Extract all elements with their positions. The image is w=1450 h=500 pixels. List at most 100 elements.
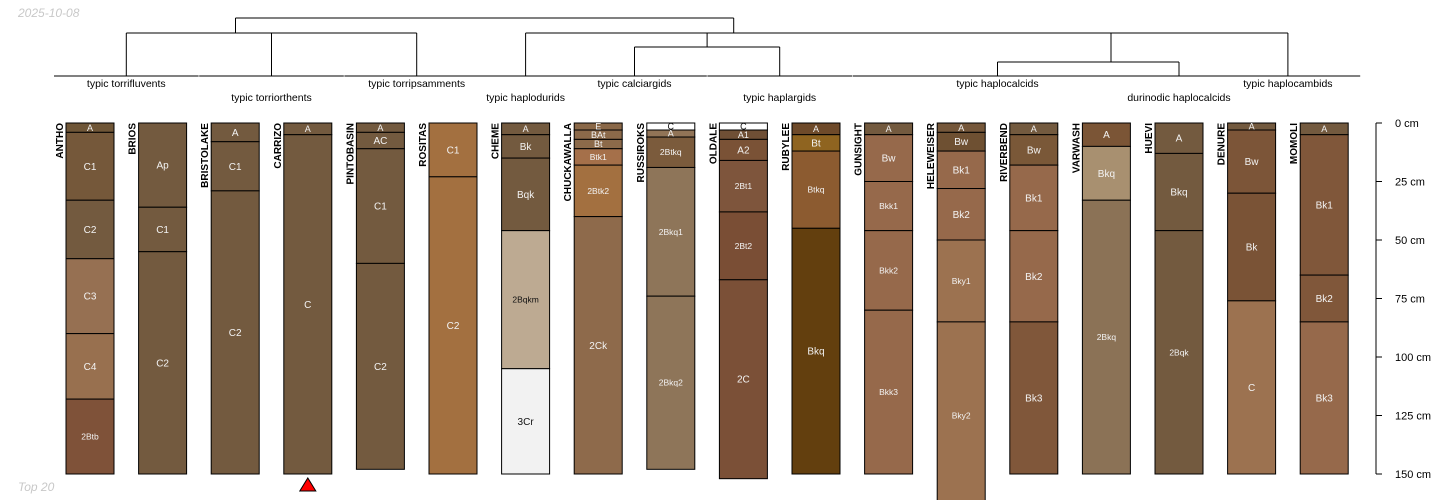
horizon-heleweiser-4 [936, 239, 986, 323]
horizon-label: C2 [156, 358, 169, 369]
horizon-russiroks-4 [646, 295, 696, 470]
horizon-momoli-2 [1299, 274, 1349, 323]
horizon-brios-1 [138, 206, 188, 253]
group-label: typic torrifluvents [87, 78, 166, 90]
horizon-label: C1 [447, 145, 460, 156]
horizon-label: Btkq [807, 185, 824, 195]
horizon-antho-4 [65, 333, 115, 400]
horizon-label: A [1176, 134, 1183, 145]
horizon-label: Ap [156, 161, 169, 172]
depth-axis-tick-label: 0 cm [1395, 118, 1419, 130]
horizon-label: Bkk2 [879, 265, 898, 275]
horizon-pintobasin-2 [355, 148, 405, 264]
horizon-label: A [232, 128, 239, 139]
horizon-label: A [813, 124, 819, 134]
horizon-antho-3 [65, 258, 115, 335]
horizon-chuckawalla-4 [573, 164, 623, 218]
horizon-label: 3Cr [518, 417, 535, 428]
profile-name-huevi: HUEVI [1144, 123, 1155, 154]
horizon-huevi-2 [1154, 230, 1204, 475]
horizon-oldale-5 [718, 279, 768, 480]
horizon-momoli-3 [1299, 321, 1349, 475]
group-label: typic haplodurids [486, 92, 565, 104]
horizon-label: 2Btk2 [587, 186, 609, 196]
horizon-label: Bt [811, 138, 821, 149]
group-label: typic torripsamments [368, 78, 465, 90]
horizon-label: A [523, 124, 529, 134]
horizon-label: Bk2 [1025, 272, 1043, 283]
profile-name-russiroks: RUSSIROKS [636, 123, 647, 183]
horizon-momoli-1 [1299, 134, 1349, 276]
horizon-label: A1 [738, 130, 749, 140]
profile-name-rositas: ROSITAS [418, 123, 429, 167]
horizon-riverbend-1 [1009, 134, 1059, 166]
horizon-label: Bk [520, 142, 533, 153]
horizon-label: 2Btb [81, 432, 99, 442]
horizon-label: C4 [84, 362, 97, 373]
depth-axis-tick-label: 75 cm [1395, 294, 1425, 306]
horizon-label: C [304, 300, 311, 311]
profile-name-denure: DENURE [1217, 123, 1228, 166]
profile-name-chuckawalla: CHUCKAWALLA [563, 123, 574, 201]
horizon-rositas-0 [428, 122, 478, 178]
horizon-label: 2Bkq [1097, 332, 1117, 342]
horizon-label: C3 [84, 292, 97, 303]
horizon-label: Bky2 [952, 410, 971, 420]
horizon-label: A2 [737, 145, 750, 156]
horizon-pintobasin-3 [355, 262, 405, 470]
horizon-label: A [1321, 124, 1327, 134]
profile-name-pintobasin: PINTOBASIN [345, 123, 356, 185]
profile-name-antho: ANTHO [55, 123, 66, 159]
horizon-label: Bw [882, 154, 897, 165]
horizon-label: Bw [1027, 145, 1042, 156]
horizon-label: C [668, 122, 675, 132]
horizon-label: A [1103, 130, 1110, 141]
profile-name-brios: BRIOS [128, 123, 139, 155]
horizon-brios-2 [138, 251, 188, 475]
horizon-label: BAt [591, 130, 606, 140]
horizon-label: 2Bqk [1169, 347, 1189, 357]
horizon-carrizo-1 [283, 134, 333, 475]
horizon-riverbend-4 [1009, 321, 1059, 475]
horizon-label: A [886, 124, 892, 134]
horizon-label: Bk3 [1316, 393, 1334, 404]
horizon-label: A [958, 123, 964, 133]
horizon-gunsight-3 [864, 230, 914, 311]
horizon-label: Bk2 [1316, 294, 1334, 305]
horizon-label: A [377, 123, 383, 133]
horizon-denure-1 [1227, 129, 1277, 194]
group-label: typic haplocambids [1243, 78, 1332, 90]
horizon-heleweiser-3 [936, 188, 986, 241]
horizon-label: Bkq [1170, 188, 1187, 199]
horizon-label: A [305, 124, 311, 134]
horizon-label: C2 [447, 321, 460, 332]
horizon-label: C [740, 122, 747, 132]
horizon-antho-1 [65, 131, 115, 201]
horizon-label: A [668, 129, 674, 139]
profile-name-riverbend: RIVERBEND [999, 123, 1010, 182]
horizon-label: 2Bt1 [735, 181, 753, 191]
horizon-riverbend-3 [1009, 230, 1059, 323]
horizon-gunsight-1 [864, 134, 914, 182]
horizon-huevi-0 [1154, 122, 1204, 154]
horizon-denure-3 [1227, 300, 1277, 475]
horizon-label: C2 [374, 362, 387, 373]
horizon-label: 2Bqkm [512, 295, 538, 305]
horizon-label: C1 [84, 162, 97, 173]
horizon-brios-0 [138, 122, 188, 208]
horizon-label: C2 [229, 328, 242, 339]
horizon-label: Bk1 [953, 165, 971, 176]
horizon-label: 2Bkq1 [659, 227, 683, 237]
horizon-label: Bkk1 [879, 201, 898, 211]
horizon-label: 2Btkq [660, 147, 682, 157]
footer-caption: Top 20 [18, 480, 55, 494]
horizon-label: C1 [156, 225, 169, 236]
horizon-label: Bk3 [1025, 393, 1043, 404]
horizon-label: Bk2 [953, 210, 971, 221]
highlight-marker-icon [298, 477, 317, 492]
profile-name-gunsight: GUNSIGHT [854, 123, 865, 176]
horizon-label: C [1248, 383, 1255, 394]
group-label: typic calciargids [597, 78, 671, 90]
horizon-cheme-3 [501, 230, 551, 370]
